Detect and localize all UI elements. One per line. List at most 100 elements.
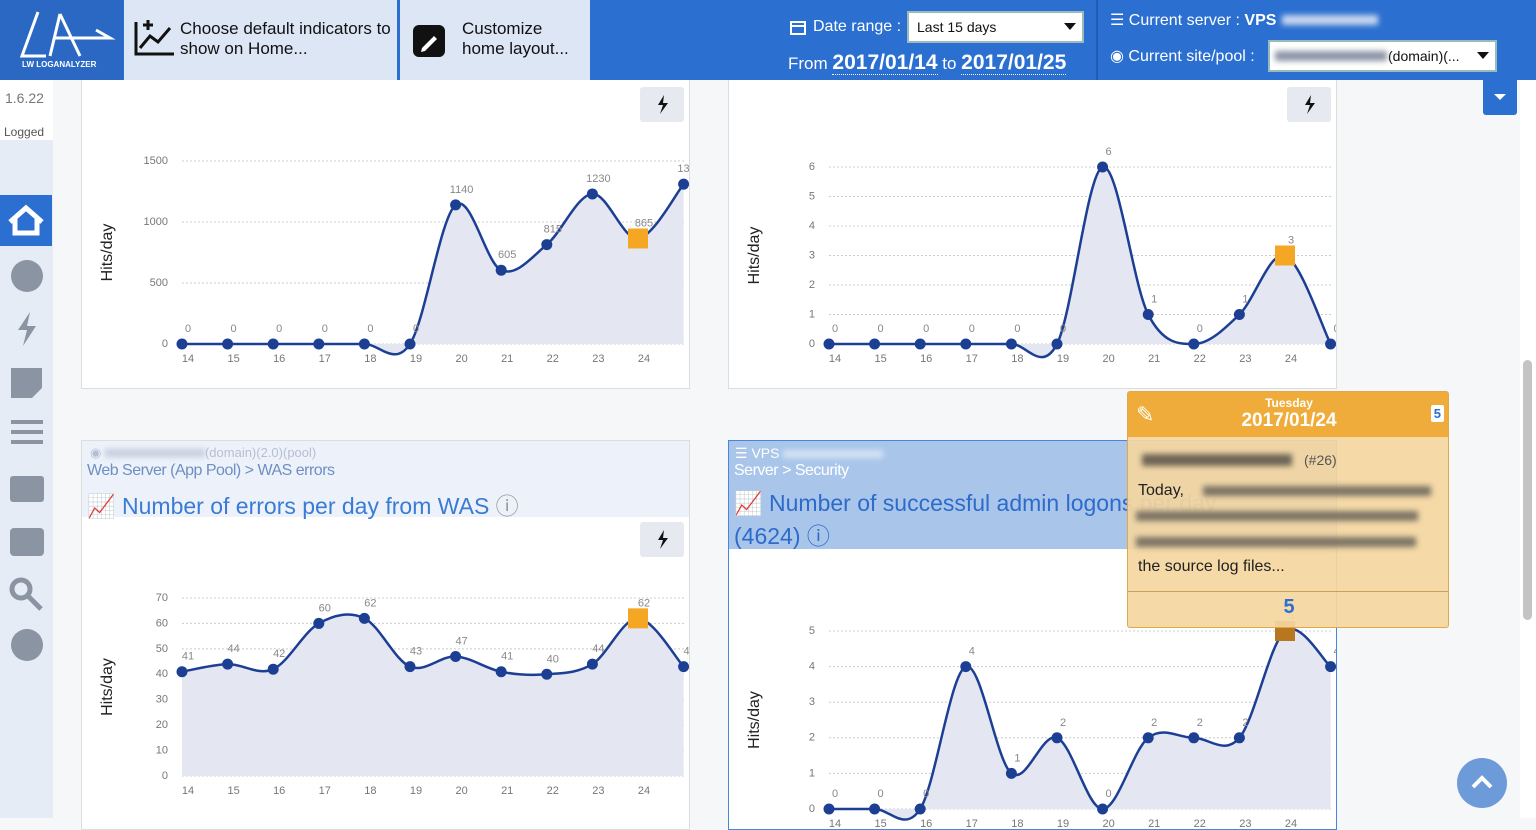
point: [404, 338, 416, 350]
scrollbar[interactable]: [1520, 80, 1536, 818]
server-info: ☰ Current server : VPS: [1110, 12, 1277, 29]
data-label: 0: [969, 323, 975, 335]
entry-text: Today,: [1138, 482, 1184, 499]
tooltip-header: Tuesday 2017/01/24 ✎ 5: [1128, 392, 1448, 437]
logo[interactable]: LW LOGANALYZER: [0, 0, 123, 80]
y-tick-label: 2: [809, 732, 815, 744]
to-date: 2017/01/25: [961, 51, 1067, 75]
indicators-button[interactable]: Choose default indicators to show on Hom…: [124, 0, 397, 80]
chart-icon: [134, 20, 174, 56]
x-tick-label: 17: [319, 785, 331, 797]
source-text: (domain)(2.0)(pool): [204, 445, 317, 460]
y-tick-label: 60: [156, 617, 168, 629]
data-label: 43: [410, 646, 422, 658]
data-label: 0: [1197, 323, 1203, 335]
y-tick-label: 2: [809, 279, 815, 291]
point: [914, 803, 926, 815]
redacted-text: [1282, 15, 1378, 25]
data-label: 1230: [586, 173, 610, 185]
kit-icon[interactable]: [10, 528, 44, 556]
server-value: VPS: [1244, 12, 1277, 29]
y-tick-label: 20: [156, 719, 168, 731]
point: [541, 239, 553, 251]
data-label: 0: [276, 323, 282, 335]
flash-icon: [658, 95, 668, 114]
data-label: 2: [1242, 717, 1248, 729]
y-axis-label: Hits/day: [746, 691, 763, 749]
date: 2017/01/24: [1241, 410, 1337, 431]
dropdown-tab[interactable]: [1483, 80, 1517, 115]
button-label: Customize home layout...: [462, 19, 569, 58]
layout-button[interactable]: Customize home layout...: [400, 0, 590, 80]
highlight-marker: [628, 228, 648, 249]
redacted-text: [1136, 511, 1418, 521]
point: [678, 661, 689, 673]
point: [869, 338, 881, 350]
data-label: 2: [1060, 717, 1066, 729]
point: [1188, 732, 1200, 744]
point: [1233, 732, 1245, 744]
x-tick-label: 16: [920, 818, 932, 830]
version: 1.6.22: [5, 90, 44, 106]
separator: [1096, 0, 1098, 80]
note-icon: ✎: [1136, 402, 1155, 427]
point: [222, 338, 234, 350]
data-label: 0: [185, 323, 191, 335]
data-label: 60: [319, 602, 331, 614]
caret: [1064, 23, 1076, 36]
scroll-thumb[interactable]: [1523, 360, 1532, 620]
source: ◉ (domain)(2.0)(pool): [90, 445, 317, 460]
data-label: 0: [923, 788, 929, 800]
key-icon[interactable]: [9, 577, 33, 601]
data-label: 2: [1151, 717, 1157, 729]
date-range-select[interactable]: Last 15 days: [907, 11, 1084, 43]
settings-icon[interactable]: [11, 420, 43, 444]
x-tick-label: 21: [501, 785, 513, 797]
data-label: 0: [367, 323, 373, 335]
caret: [1494, 94, 1506, 106]
y-tick-label: 0: [162, 338, 168, 350]
x-tick-label: 23: [1239, 818, 1251, 830]
x-tick-label: 16: [920, 353, 932, 365]
data-label: 0: [1334, 323, 1337, 335]
x-tick-label: 20: [455, 353, 467, 365]
chart-panel: 0 10 20 30 40 50 60 70 Hits/day 14 15 16 17 18 19 20 21 2…: [81, 440, 690, 830]
data-label: 605: [498, 249, 516, 261]
dashboard-icon[interactable]: [11, 260, 43, 292]
point: [176, 666, 188, 678]
x-tick-label: 18: [364, 353, 376, 365]
status: Logged: [4, 125, 45, 139]
x-tick-label: 24: [638, 785, 650, 797]
data-label: 0: [1106, 788, 1112, 800]
x-tick-label: 22: [1194, 353, 1206, 365]
y-tick-label: 1: [809, 308, 815, 320]
flash-icon[interactable]: [18, 312, 36, 346]
data-label: 4: [1334, 646, 1337, 658]
point: [823, 803, 835, 815]
data-label: 1310: [677, 163, 690, 175]
x-tick-label: 20: [1102, 353, 1114, 365]
point: [450, 199, 462, 211]
point: [1142, 309, 1154, 320]
logo-graphic: [19, 11, 116, 58]
data-label: 4: [969, 646, 975, 658]
button-label: Choose default indicators to show on Hom…: [180, 19, 391, 58]
point: [1051, 338, 1063, 350]
home-nav[interactable]: [0, 195, 52, 246]
note-icon[interactable]: [11, 368, 42, 398]
chart-panel: 0 500 1000 1500 Hits/day 14 15 16 17 18 19 20 21 22 23…: [81, 78, 690, 389]
data-label: 1: [1242, 294, 1248, 306]
y-tick-label: 30: [156, 694, 168, 706]
x-tick-label: 19: [1057, 353, 1069, 365]
list-icon[interactable]: [10, 476, 44, 502]
info-icon[interactable]: [11, 629, 43, 661]
y-tick-label: 5: [809, 625, 815, 637]
x-tick-label: 14: [182, 785, 194, 797]
panel-title: Number of errors per day from WAS: [122, 493, 490, 519]
x-tick-label: 21: [1148, 353, 1160, 365]
x-tick-label: 19: [410, 785, 422, 797]
scroll-top-button[interactable]: [1457, 758, 1507, 808]
chart: 0 500 1000 1500 Hits/day 14 15 16 17 18 19 20 21 22 23…: [99, 87, 690, 365]
sidebar-info: [0, 80, 53, 140]
